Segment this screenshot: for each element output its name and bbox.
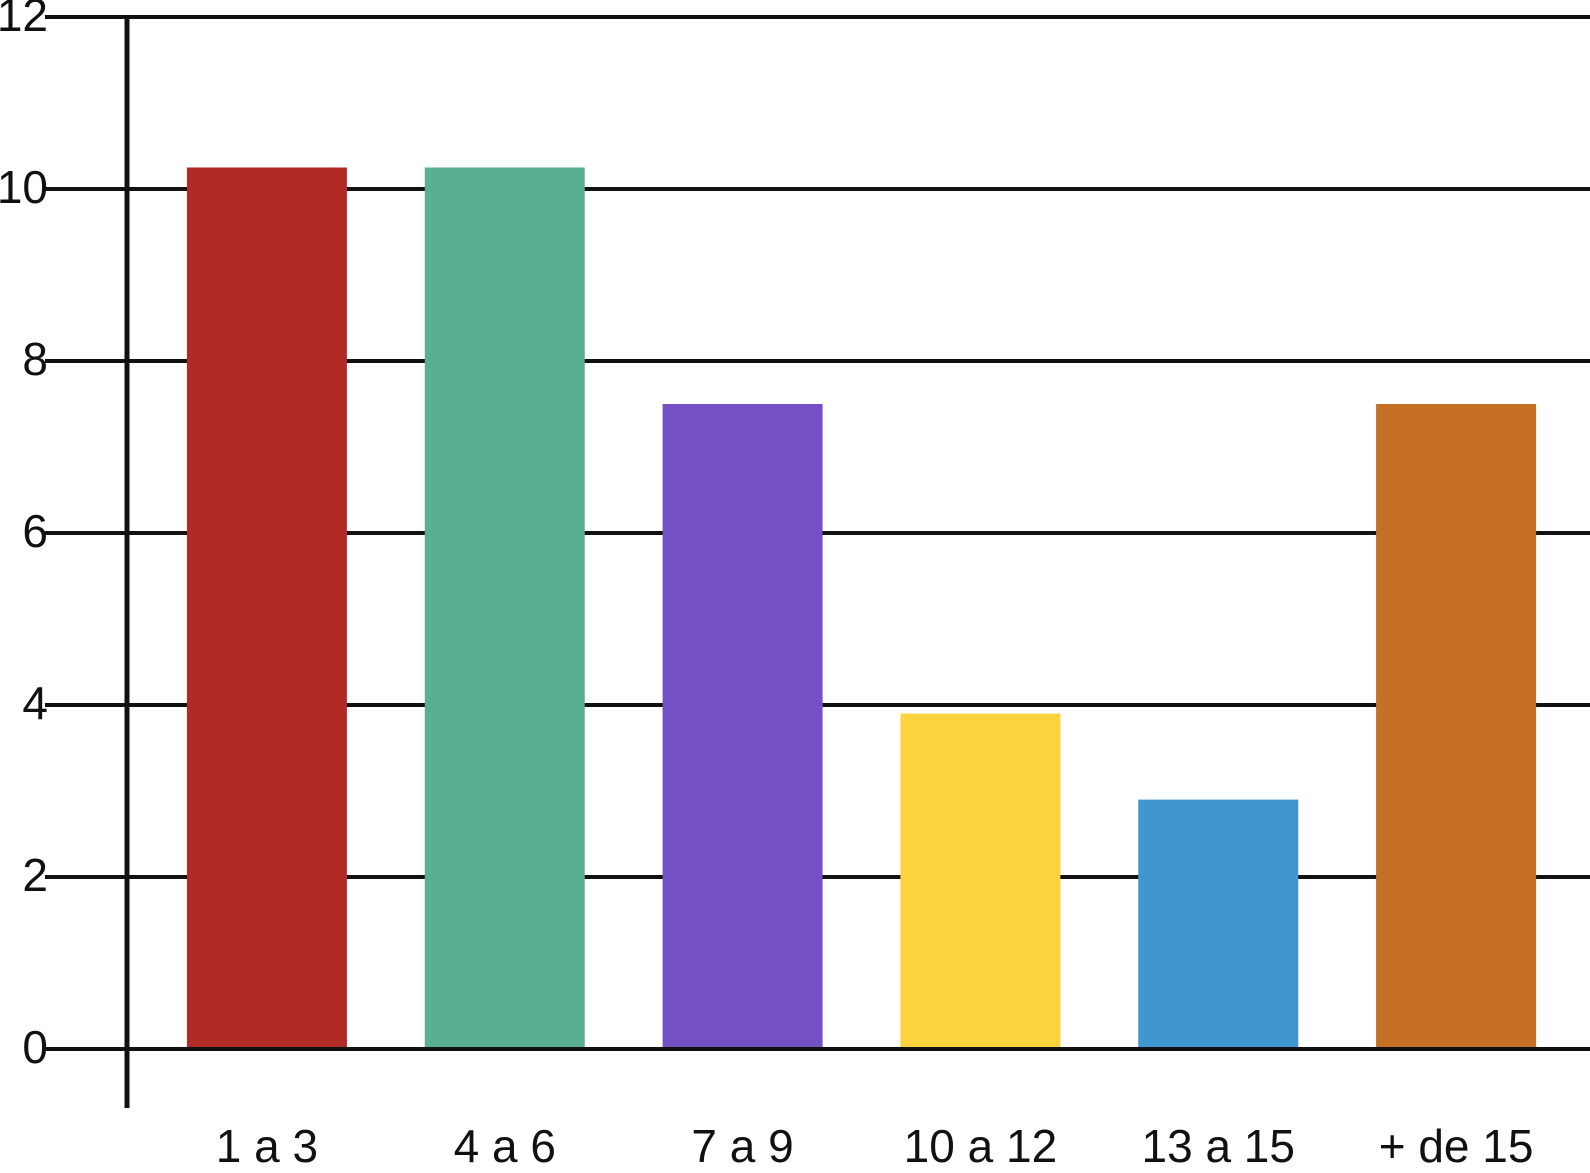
y-tick-label: 2: [22, 849, 48, 901]
x-tick-label: 7 a 9: [691, 1120, 793, 1172]
x-tick-label: 1 a 3: [216, 1120, 318, 1172]
x-tick-label: 13 a 15: [1142, 1120, 1295, 1172]
x-tick-label: 4 a 6: [454, 1120, 556, 1172]
bar: [424, 167, 585, 1047]
bar: [186, 167, 347, 1047]
y-tick-label: 12: [0, 0, 48, 41]
y-tick-label: 10: [0, 161, 48, 213]
y-tick-label: 6: [22, 505, 48, 557]
bar: [1376, 404, 1537, 1047]
y-tick-label: 4: [22, 677, 48, 729]
x-tick-label: + de 15: [1379, 1120, 1534, 1172]
y-tick-label: 8: [22, 333, 48, 385]
bar: [662, 404, 823, 1047]
bar: [1138, 799, 1299, 1047]
x-tick-label: 10 a 12: [904, 1120, 1057, 1172]
y-tick-label: 0: [22, 1021, 48, 1073]
bar: [900, 713, 1061, 1047]
